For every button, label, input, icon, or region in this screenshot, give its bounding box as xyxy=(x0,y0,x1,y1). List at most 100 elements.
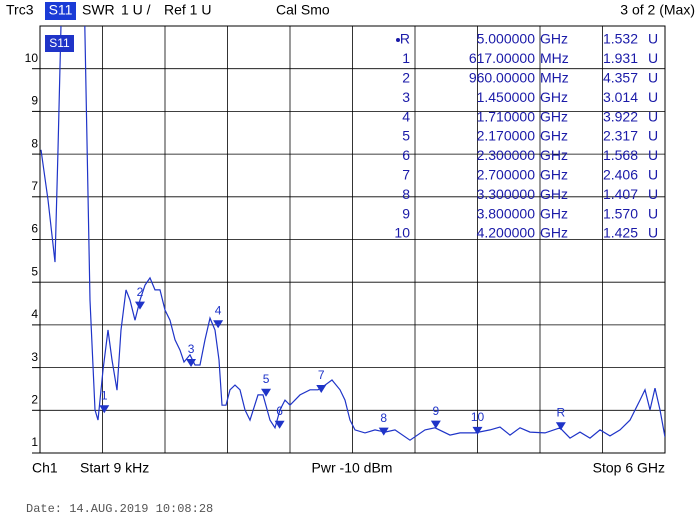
marker-response-unit: U xyxy=(648,225,658,241)
marker-response: 3.014 xyxy=(603,89,638,105)
marker-name: R xyxy=(400,31,410,47)
marker-stimulus-unit: GHz xyxy=(540,167,568,183)
marker-label: 4 xyxy=(215,303,222,317)
marker xyxy=(261,388,272,397)
marker xyxy=(99,405,110,414)
marker-label: 5 xyxy=(263,372,270,386)
marker-stimulus: 1.710000 xyxy=(477,108,536,124)
marker-response: 1.407 xyxy=(603,186,638,202)
marker-response-unit: U xyxy=(648,89,658,105)
marker xyxy=(430,420,441,429)
marker-stimulus-unit: GHz xyxy=(540,108,568,124)
marker-label: R xyxy=(556,405,565,419)
marker-response-unit: U xyxy=(648,147,658,163)
marker-response-unit: U xyxy=(648,205,658,221)
marker-label: 8 xyxy=(380,411,387,425)
marker-response-unit: U xyxy=(648,128,658,144)
marker-response: 1.570 xyxy=(603,205,638,221)
marker-stimulus: 4.200000 xyxy=(477,225,536,241)
marker-response-unit: U xyxy=(648,186,658,202)
plot-area xyxy=(40,26,665,441)
marker-response: 4.357 xyxy=(603,70,638,86)
marker-stimulus: 3.800000 xyxy=(477,205,536,221)
marker-stimulus-unit: GHz xyxy=(540,89,568,105)
info: 3 of 2 (Max) xyxy=(620,2,695,18)
timestamp: Date: 14.AUG.2019 10:08:28 xyxy=(26,502,213,516)
power: Pwr -10 dBm xyxy=(312,460,393,476)
marker-stimulus-unit: MHz xyxy=(540,50,569,66)
marker-response-unit: U xyxy=(648,31,658,47)
y-tick-label: 1 xyxy=(31,435,38,449)
marker-stimulus: 5.000000 xyxy=(477,31,536,47)
trace-name: Trc3 xyxy=(6,2,34,18)
marker-label: 3 xyxy=(188,342,195,356)
marker-response: 1.425 xyxy=(603,225,638,241)
y-tick-label: 5 xyxy=(31,264,38,278)
reference: Ref 1 U xyxy=(164,2,211,18)
marker-response: 2.317 xyxy=(603,128,638,144)
marker xyxy=(213,320,224,329)
y-tick-label: 3 xyxy=(31,350,38,364)
marker-stimulus-unit: GHz xyxy=(540,205,568,221)
marker-response-unit: U xyxy=(648,167,658,183)
marker-name: 10 xyxy=(394,225,410,241)
marker xyxy=(555,422,566,431)
scale: 1 U / xyxy=(121,2,151,18)
trace-label: S11 xyxy=(49,36,70,50)
marker-label: 7 xyxy=(318,368,325,382)
marker-stimulus-unit: GHz xyxy=(540,225,568,241)
marker xyxy=(274,420,285,429)
trace-label-box xyxy=(45,35,74,52)
marker-stimulus: 1.450000 xyxy=(477,89,536,105)
marker-response-unit: U xyxy=(648,50,658,66)
marker-response: 1.532 xyxy=(603,31,638,47)
start: Start 9 kHz xyxy=(80,460,149,476)
marker-name: 9 xyxy=(402,205,410,221)
marker-name: 2 xyxy=(402,70,410,86)
marker-name: 5 xyxy=(402,128,410,144)
marker-response-unit: U xyxy=(648,70,658,86)
marker-stimulus: 2.170000 xyxy=(477,128,536,144)
y-tick-label: 8 xyxy=(31,136,38,150)
marker-stimulus: 2.300000 xyxy=(477,147,536,163)
marker-name: 7 xyxy=(402,167,410,183)
parameter: S11 xyxy=(49,2,73,18)
active-marker-dot xyxy=(396,38,400,42)
marker xyxy=(186,359,197,368)
y-tick-label: 2 xyxy=(31,392,38,406)
y-tick-label: 6 xyxy=(31,222,38,236)
marker xyxy=(378,427,389,436)
marker-stimulus-unit: GHz xyxy=(540,186,568,202)
marker-label: 9 xyxy=(432,404,439,418)
format: SWR xyxy=(82,2,115,18)
marker-label: 10 xyxy=(471,410,485,424)
marker-stimulus: 2.700000 xyxy=(477,167,536,183)
marker-stimulus-unit: GHz xyxy=(540,31,568,47)
marker-name: 3 xyxy=(402,89,410,105)
marker-response: 2.406 xyxy=(603,167,638,183)
trace-line xyxy=(40,26,665,441)
marker-stimulus-unit: GHz xyxy=(540,128,568,144)
marker-label: 6 xyxy=(276,404,283,418)
marker-name: 4 xyxy=(402,108,410,124)
marker xyxy=(472,426,483,435)
marker-response: 1.931 xyxy=(603,50,638,66)
channel: Ch1 xyxy=(32,460,58,476)
marker-stimulus: 3.300000 xyxy=(477,186,536,202)
marker-stimulus: 617.00000 xyxy=(469,50,535,66)
marker xyxy=(316,384,327,393)
marker-stimulus-unit: GHz xyxy=(540,147,568,163)
marker xyxy=(134,301,145,310)
y-tick-label: 9 xyxy=(31,94,38,108)
marker-response: 1.568 xyxy=(603,147,638,163)
marker-label: 1 xyxy=(101,388,108,402)
marker-name: 8 xyxy=(402,186,410,202)
y-tick-label: 4 xyxy=(31,307,38,321)
y-tick-label: 10 xyxy=(25,51,39,65)
marker-name: 6 xyxy=(402,147,410,163)
y-tick-label: 7 xyxy=(31,179,38,193)
parameter-box xyxy=(45,2,76,20)
marker-stimulus-unit: MHz xyxy=(540,70,569,86)
